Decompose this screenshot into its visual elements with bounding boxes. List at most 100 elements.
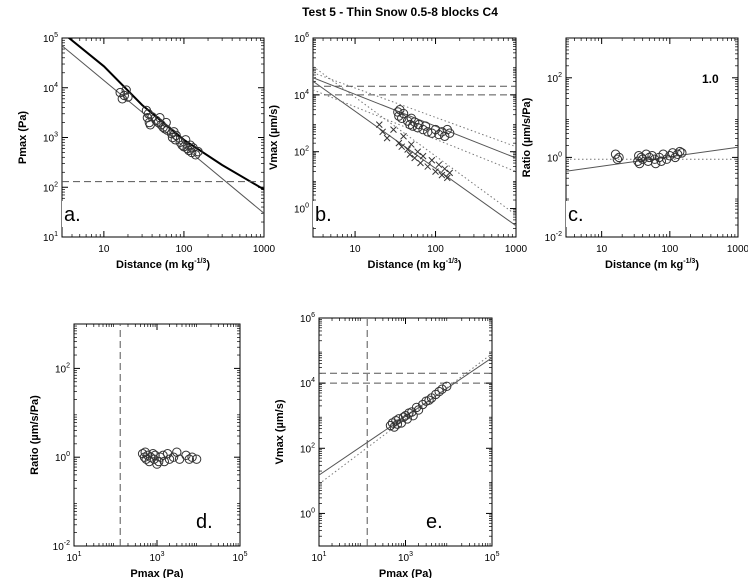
x-tick-label: 100 bbox=[176, 244, 193, 255]
point-circle bbox=[424, 395, 434, 405]
y-tick-label: 105 bbox=[43, 32, 58, 45]
point-circle bbox=[431, 389, 441, 400]
y-tick-label: 100 bbox=[547, 151, 562, 164]
point-cross bbox=[398, 143, 406, 151]
point-circle bbox=[434, 129, 444, 140]
point-cross bbox=[424, 163, 432, 170]
series-line-solid bbox=[319, 357, 492, 476]
panel-letter: d. bbox=[196, 511, 213, 533]
point-cross bbox=[404, 146, 411, 153]
panel-b: 10 100 1000 100 102 104 106 Distance (m kg-1/3)… bbox=[268, 32, 528, 271]
point-circle bbox=[191, 454, 202, 464]
panel-letter-box bbox=[566, 201, 602, 227]
point-circle bbox=[667, 148, 678, 158]
panels: 10 100 1000 101 102 103 104 105 Distance (m kg-1… bbox=[17, 32, 748, 578]
y-tick-label: 106 bbox=[294, 32, 309, 45]
panel-d: 101 103 105 10-2 100 102 Pmax (Pa) Ratio (µm/s/… bbox=[29, 323, 248, 578]
point-circle bbox=[159, 456, 170, 467]
point-cross bbox=[390, 126, 397, 133]
panel-c: 10 100 1000 10-2 100 102 Distance (m kg-1/3) Ra… bbox=[521, 37, 748, 271]
point-circle bbox=[155, 113, 165, 123]
panel-letter: b. bbox=[315, 204, 332, 226]
point-circle bbox=[418, 399, 428, 410]
point-cross bbox=[446, 169, 454, 177]
point-circle bbox=[161, 117, 171, 128]
point-cross bbox=[383, 134, 391, 142]
point-circle bbox=[610, 149, 621, 159]
point-circle bbox=[656, 156, 667, 166]
point-circle bbox=[430, 124, 441, 135]
point-circle bbox=[180, 135, 191, 145]
x-tick-label: 101 bbox=[66, 551, 81, 564]
series-line-solid bbox=[313, 80, 516, 227]
y-axis-label: Ratio (µm/s/Pa) bbox=[29, 395, 41, 475]
panel-letter-box bbox=[313, 201, 349, 227]
point-circle bbox=[644, 152, 655, 163]
point-cross bbox=[414, 148, 422, 156]
x-tick-label: 100 bbox=[427, 244, 444, 255]
point-cross bbox=[435, 161, 443, 169]
x-tick-label: 105 bbox=[232, 551, 247, 564]
point-circle bbox=[670, 152, 680, 163]
point-circle bbox=[440, 131, 450, 141]
x-tick-label: 1000 bbox=[253, 244, 276, 255]
point-circle bbox=[677, 148, 687, 158]
y-axis-label: Vmax (µm/s) bbox=[274, 399, 286, 464]
point-circle bbox=[193, 146, 203, 157]
point-circle bbox=[402, 414, 412, 424]
x-axis-label: Distance (m kg-1/3) bbox=[368, 258, 462, 271]
y-tick-label: 10-2 bbox=[53, 540, 70, 553]
plot-frame bbox=[318, 317, 493, 547]
y-tick-label: 100 bbox=[55, 451, 70, 464]
point-circle bbox=[675, 146, 685, 157]
panel-annotation: 1.0 bbox=[702, 72, 719, 86]
panel-letter-box bbox=[62, 201, 98, 227]
point-circle bbox=[153, 117, 164, 128]
point-circle bbox=[123, 92, 133, 102]
y-tick-label: 10-2 bbox=[545, 231, 562, 244]
point-circle bbox=[408, 411, 418, 421]
series-line-dotted bbox=[319, 353, 492, 485]
y-tick-label: 101 bbox=[43, 231, 58, 244]
point-circle bbox=[612, 154, 623, 164]
point-cross bbox=[375, 121, 383, 128]
point-circle bbox=[445, 128, 455, 138]
panel-letter-box bbox=[194, 508, 230, 534]
x-axis-label: Pmax (Pa) bbox=[130, 568, 184, 578]
panel-a: 10 100 1000 101 102 103 104 105 Distance (m kg-1… bbox=[17, 32, 276, 271]
x-tick-label: 1000 bbox=[727, 244, 748, 255]
point-cross bbox=[428, 156, 436, 164]
point-cross bbox=[432, 168, 439, 175]
y-axis-label: Ratio (µm/s/Pa) bbox=[521, 97, 533, 177]
point-circle bbox=[149, 454, 159, 464]
y-tick-label: 104 bbox=[294, 89, 309, 102]
point-cross bbox=[400, 132, 407, 140]
point-cross bbox=[406, 151, 414, 158]
point-circle bbox=[658, 149, 668, 159]
y-tick-label: 100 bbox=[300, 507, 315, 520]
point-circle bbox=[389, 422, 399, 432]
y-tick-label: 104 bbox=[43, 82, 58, 95]
point-circle bbox=[442, 381, 452, 391]
point-circle bbox=[649, 154, 660, 164]
y-axis-label: Pmax (Pa) bbox=[17, 111, 29, 165]
point-cross bbox=[441, 165, 449, 173]
x-axis-label: Distance (m kg-1/3) bbox=[605, 258, 699, 271]
y-axis-label: Vmax (µm/s) bbox=[268, 105, 280, 170]
point-circle bbox=[637, 154, 648, 164]
point-circle bbox=[190, 150, 201, 160]
y-tick-label: 106 bbox=[300, 312, 315, 325]
panel-letter: c. bbox=[568, 204, 584, 226]
point-circle bbox=[171, 130, 181, 141]
point-circle bbox=[641, 149, 651, 159]
point-circle bbox=[160, 124, 170, 134]
point-circle bbox=[394, 111, 404, 121]
point-circle bbox=[411, 402, 422, 413]
y-tick-label: 102 bbox=[294, 146, 309, 159]
x-tick-label: 105 bbox=[484, 551, 499, 564]
figure-title: Test 5 - Thin Snow 0.5-8 blocks C4 bbox=[302, 5, 498, 19]
point-circle bbox=[392, 419, 403, 429]
x-tick-label: 101 bbox=[311, 551, 326, 564]
point-circle bbox=[437, 384, 447, 394]
